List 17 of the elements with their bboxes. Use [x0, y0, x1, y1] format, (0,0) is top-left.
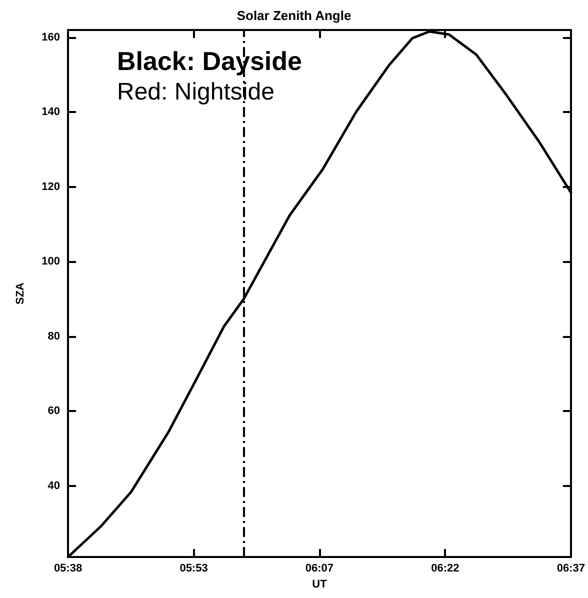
y-tick-label: 80 — [48, 330, 60, 342]
y-tick-label: 140 — [42, 106, 60, 118]
x-tick-label: 06:07 — [305, 562, 334, 574]
y-tick-label: 120 — [42, 180, 60, 193]
y-tick-label: 100 — [42, 256, 60, 268]
y-tick-label: 40 — [48, 480, 60, 492]
x-tick-label: 05:53 — [180, 562, 208, 574]
y-tick-label: 60 — [48, 405, 60, 418]
annotation: Red: Nightside — [117, 78, 274, 106]
x-tick-label: 06:22 — [431, 562, 460, 574]
y-tick-label: 160 — [42, 31, 60, 44]
x-axis-title: UT — [312, 578, 328, 590]
chart-title: Solar Zenith Angle — [236, 8, 352, 23]
x-tick-label: 05:38 — [54, 562, 82, 574]
y-axis-title: SZA — [14, 282, 26, 304]
annotation: Black: Dayside — [117, 46, 302, 76]
x-tick-label: 06:37 — [556, 562, 586, 574]
